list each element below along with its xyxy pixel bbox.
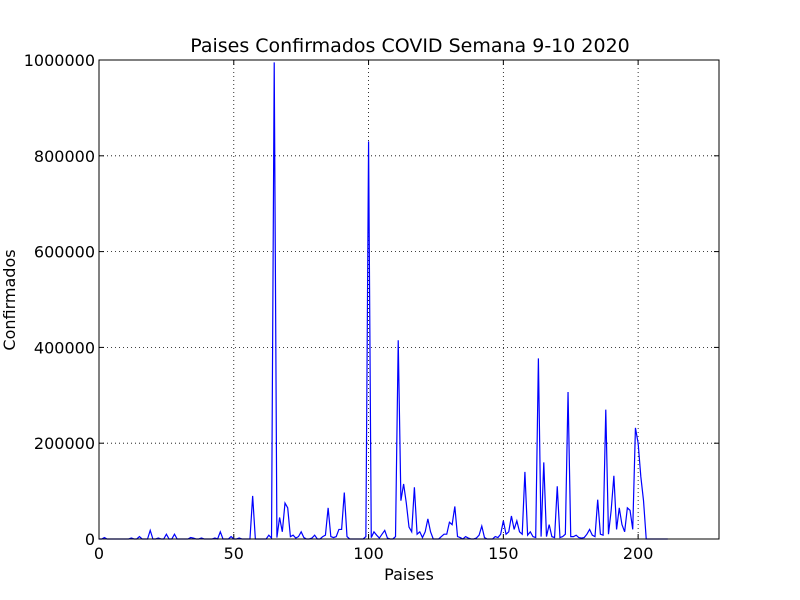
plot-frame (98, 59, 720, 540)
chart-title: Paises Confirmados COVID Semana 9-10 202… (190, 35, 630, 57)
y-tick-label: 800000 (34, 147, 95, 166)
y-tick-label: 1000000 (24, 51, 95, 70)
x-tick-label: 0 (94, 544, 104, 563)
x-tick-label: 100 (353, 544, 384, 563)
y-tick-label: 200000 (34, 434, 95, 453)
y-tick-label: 400000 (34, 338, 95, 357)
x-tick-label: 50 (224, 544, 244, 563)
y-axis-label: Confirmados (0, 249, 19, 350)
y-tick-label: 600000 (34, 243, 95, 262)
x-axis-label: Paises (384, 565, 434, 584)
x-tick-label: 150 (488, 544, 519, 563)
x-tick-label: 200 (623, 544, 654, 563)
data-line (99, 62, 668, 540)
y-tick-label: 0 (85, 530, 95, 549)
